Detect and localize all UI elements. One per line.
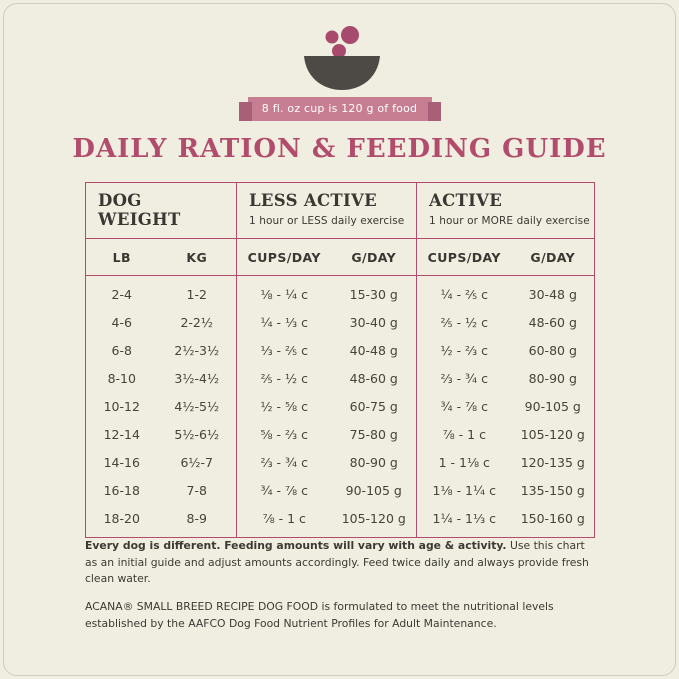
feeding-guide-table-wrap: DOG WEIGHT LESS ACTIVE 1 hour or LESS da… <box>85 182 596 538</box>
table-cell: 12-14 <box>103 427 140 442</box>
table-cell: 14-16 <box>103 455 140 470</box>
feeding-guide-table: DOG WEIGHT LESS ACTIVE 1 hour or LESS da… <box>85 182 596 538</box>
table-row: 12-14 5½-6½ ⅝ - ⅔ c 75-80 g ⅞ - 1 c 105-120 g <box>86 420 595 449</box>
ribbon-fold-left-icon <box>238 102 252 121</box>
table-cell: 105-120 g <box>341 511 406 526</box>
table-cell: 15-30 g <box>349 287 398 302</box>
col-header-cups-active: CUPS/DAY <box>416 238 512 276</box>
group-header-row: DOG WEIGHT LESS ACTIVE 1 hour or LESS da… <box>85 182 595 239</box>
table-cell: 90-105 g <box>345 483 402 498</box>
group-subtitle: 1 hour or MORE daily exercise <box>429 214 590 227</box>
bowl-icon <box>280 24 400 94</box>
table-cell: ⅞ - 1 c <box>416 420 512 449</box>
table-cell: 60-80 g <box>528 343 577 358</box>
table-cell: 1-2 <box>186 287 207 302</box>
page-title: DAILY RATION & FEEDING GUIDE <box>72 134 607 164</box>
table-cell: 120-135 g <box>520 455 585 470</box>
feeding-table-body: 2-4 1-2 ⅛ - ¼ c 15-30 g ¼ - ⅖ c 30-48 g 4-6 2-2… <box>86 275 595 538</box>
column-header-row: LB KG CUPS/DAY G/DAY CUPS/DAY G/DAY <box>85 238 595 276</box>
table-cell: 48-60 g <box>528 315 577 330</box>
table-cell: 6-8 <box>111 343 132 358</box>
table-cell: 1⅛ - 1¼ c <box>416 476 512 505</box>
col-header-g-active: G/DAY <box>511 238 595 276</box>
table-cell: 10-12 <box>103 399 140 414</box>
table-cell: ⅛ - ¼ c <box>236 275 332 309</box>
table-cell: ⅝ - ⅔ c <box>236 420 332 449</box>
col-group-active: ACTIVE 1 hour or MORE daily exercise <box>416 182 595 239</box>
table-cell: ⅔ - ¾ c <box>236 448 332 477</box>
col-header-lb: LB <box>85 238 158 276</box>
table-cell: ⅖ - ½ c <box>236 364 332 393</box>
col-header-cups-less: CUPS/DAY <box>236 238 332 276</box>
table-row: 14-16 6½-7 ⅔ - ¾ c 80-90 g 1 - 1⅛ c 120-135 g <box>86 448 595 477</box>
table-cell: 30-48 g <box>528 287 577 302</box>
col-header-kg: KG <box>157 238 237 276</box>
table-cell: 40-48 g <box>349 343 398 358</box>
table-cell: 8-9 <box>186 511 207 526</box>
bowl-with-kibble-icon <box>303 26 380 90</box>
table-row: 16-18 7-8 ¾ - ⅞ c 90-105 g 1⅛ - 1¼ c 135-150 … <box>86 476 595 505</box>
table-cell: 135-150 g <box>520 483 585 498</box>
col-group-less-active: LESS ACTIVE 1 hour or LESS daily exercis… <box>235 182 417 239</box>
table-cell: 1¼ - 1⅓ c <box>416 504 512 538</box>
table-cell: ⅓ - ⅖ c <box>236 336 332 365</box>
footnotes: Every dog is different. Feeding amounts … <box>85 538 599 644</box>
table-cell: 60-75 g <box>349 399 398 414</box>
table-cell: 8-10 <box>107 371 136 386</box>
table-cell: 1 - 1⅛ c <box>416 448 512 477</box>
table-cell: 4½-5½ <box>174 399 220 414</box>
group-title: LESS ACTIVE <box>249 191 378 210</box>
table-cell: 80-90 g <box>349 455 398 470</box>
table-cell: 150-160 g <box>520 511 585 526</box>
table-row: 4-6 2-2½ ¼ - ⅓ c 30-40 g ⅖ - ½ c 48-60 g <box>86 308 595 337</box>
table-cell: ½ - ⅔ c <box>416 336 512 365</box>
table-cell: 105-120 g <box>520 427 585 442</box>
table-cell: 2-2½ <box>180 315 214 330</box>
table-row: 18-20 8-9 ⅞ - 1 c 105-120 g 1¼ - 1⅓ c 150-160… <box>86 504 595 538</box>
col-group-dog-weight: DOG WEIGHT <box>85 182 237 239</box>
table-cell: ¼ - ⅓ c <box>236 308 332 337</box>
measure-banner: 8 fl. oz cup is 120 g of food <box>238 97 441 121</box>
table-cell: 4-6 <box>111 315 132 330</box>
table-cell: ⅔ - ¾ c <box>416 364 512 393</box>
table-row: 2-4 1-2 ⅛ - ¼ c 15-30 g ¼ - ⅖ c 30-48 g <box>86 275 595 309</box>
table-cell: 2-4 <box>111 287 132 302</box>
group-title: DOG WEIGHT <box>98 191 181 229</box>
table-row: 10-12 4½-5½ ½ - ⅝ c 60-75 g ¾ - ⅞ c 90-105 g <box>86 392 595 421</box>
ribbon-fold-right-icon <box>427 102 441 121</box>
footnote-usage-rest: Use this chart as an initial guide and a… <box>85 539 589 586</box>
group-title: ACTIVE <box>429 191 503 210</box>
group-subtitle: 1 hour or LESS daily exercise <box>249 214 405 227</box>
footnote-usage-bold: Every dog is different. Feeding amounts … <box>85 539 507 552</box>
table-cell: 18-20 <box>103 511 140 526</box>
table-cell: ¼ - ⅖ c <box>416 275 512 309</box>
footnote-aafco: ACANA® SMALL BREED RECIPE DOG FOOD is fo… <box>85 600 554 630</box>
table-cell: 16-18 <box>103 483 140 498</box>
footnote-usage: Every dog is different. Feeding amounts … <box>85 538 599 588</box>
table-cell: ¾ - ⅞ c <box>416 392 512 421</box>
col-header-g-less: G/DAY <box>331 238 417 276</box>
table-cell: 5½-6½ <box>174 427 220 442</box>
table-cell: ½ - ⅝ c <box>236 392 332 421</box>
table-cell: ⅖ - ½ c <box>416 308 512 337</box>
table-row: 8-10 3½-4½ ⅖ - ½ c 48-60 g ⅔ - ¾ c 80-90 g <box>86 364 595 393</box>
measure-banner-text: 8 fl. oz cup is 120 g of food <box>261 102 418 115</box>
table-cell: ⅞ - 1 c <box>236 504 332 538</box>
table-cell: 2½-3½ <box>174 343 220 358</box>
table-cell: 30-40 g <box>349 315 398 330</box>
table-cell: 7-8 <box>186 483 207 498</box>
table-cell: 3½-4½ <box>174 371 220 386</box>
table-cell: 75-80 g <box>349 427 398 442</box>
table-cell: 48-60 g <box>349 371 398 386</box>
table-cell: 90-105 g <box>524 399 581 414</box>
table-cell: 6½-7 <box>180 455 214 470</box>
table-cell: ¾ - ⅞ c <box>236 476 332 505</box>
table-row: 6-8 2½-3½ ⅓ - ⅖ c 40-48 g ½ - ⅔ c 60-80 g <box>86 336 595 365</box>
table-cell: 80-90 g <box>528 371 577 386</box>
